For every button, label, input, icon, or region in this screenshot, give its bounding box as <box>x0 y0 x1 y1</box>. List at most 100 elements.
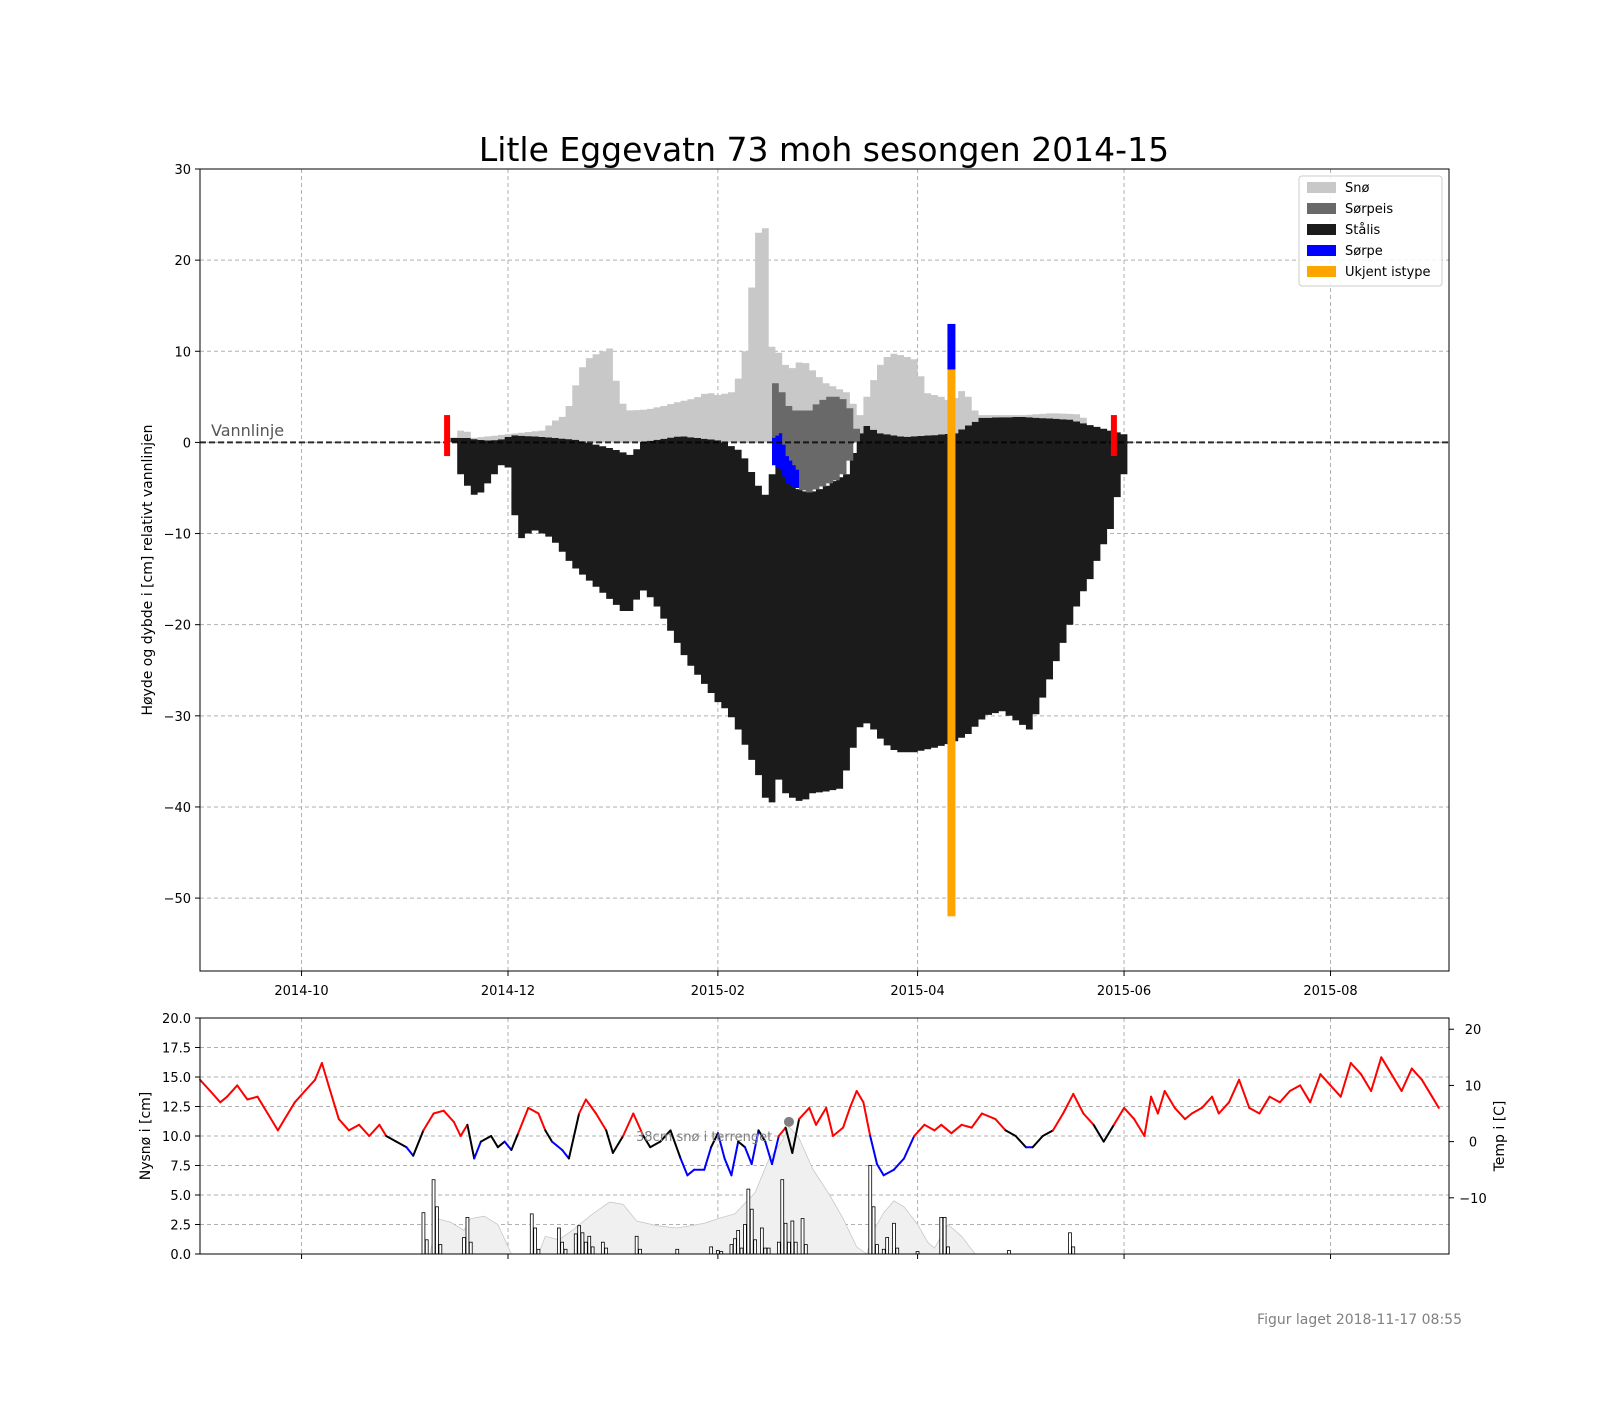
new-snow-bar <box>739 1247 744 1255</box>
temperature-segment <box>784 1126 794 1154</box>
temperature-segment <box>246 1095 259 1101</box>
temperature-segment <box>283 1101 296 1121</box>
new-snow-bar <box>729 1244 734 1255</box>
main-marks <box>200 228 1449 917</box>
new-snow-bar <box>783 1222 788 1255</box>
temperature-segment <box>1200 1095 1214 1109</box>
temperature-segment <box>764 1140 773 1166</box>
legend-swatch <box>1307 224 1336 235</box>
temperature-segment <box>368 1123 381 1137</box>
temperature-segment <box>385 1135 398 1143</box>
main-y-tick-label: −40 <box>164 801 191 816</box>
temperature-segment <box>347 1123 361 1132</box>
legend-swatch <box>1307 266 1336 277</box>
temperature-segment <box>276 1118 286 1132</box>
new-snow-bar <box>557 1227 561 1255</box>
temperature-segment <box>405 1146 415 1157</box>
main-plot: 2014-10 2014-12 2015-02 2015-04 2015-06 2015-… <box>140 130 1450 999</box>
new-snow-bar <box>736 1230 741 1255</box>
temperature-segment <box>1258 1095 1271 1115</box>
main-y-tick-label: 20 <box>174 254 191 269</box>
black-ice-area <box>450 416 1128 803</box>
temperature-segment <box>723 1157 733 1177</box>
sub-y2-tick-label: −10 <box>1459 1192 1486 1207</box>
new-snow-bar <box>885 1237 890 1255</box>
temperature-segment <box>422 1112 435 1132</box>
sub-y-tick-label: 17.5 <box>162 1042 191 1057</box>
temperature-segment <box>1190 1106 1203 1115</box>
new-snow-bar <box>560 1241 565 1255</box>
slush-column <box>947 323 956 370</box>
temperature-segment <box>1156 1090 1166 1115</box>
new-snow-bar <box>875 1244 879 1255</box>
new-snow-bar <box>529 1213 534 1255</box>
temperature-segment <box>1319 1073 1332 1087</box>
new-snow-bar <box>1068 1232 1072 1255</box>
temperature-segment <box>584 1098 597 1115</box>
unknown-ice-column <box>947 369 956 917</box>
new-snow-bar <box>577 1225 582 1255</box>
main-y-ticks: 30 20 10 0 −10 −20 −30 −40 −50 <box>164 163 200 907</box>
temperature-segment <box>1309 1073 1322 1104</box>
temperature-segment <box>903 1135 916 1160</box>
new-snow-bar <box>760 1227 764 1255</box>
new-snow-bar <box>780 1179 785 1255</box>
temperature-segment <box>1400 1067 1413 1092</box>
temperature-segment <box>1143 1095 1153 1137</box>
temperature-segment <box>777 1126 787 1137</box>
main-x-tick-label: 2015-02 <box>691 984 745 999</box>
new-snow-bar <box>533 1227 538 1255</box>
temperature-segment <box>611 1135 625 1154</box>
new-snow-bar <box>749 1208 754 1255</box>
temperature-segment <box>479 1135 493 1143</box>
sub-y-tick-label: 10.0 <box>162 1130 191 1145</box>
sub-y-tick-label: 15.0 <box>162 1071 191 1086</box>
sub-y-ticks: 20.0 17.5 15.0 12.5 10.0 7.5 5.0 2.5 0.0 <box>162 1012 200 1263</box>
temperature-segment <box>980 1112 997 1121</box>
temperature-segment <box>459 1123 469 1137</box>
new-snow-bar <box>563 1248 568 1255</box>
temperature-segment <box>730 1140 740 1177</box>
temperature-segment <box>825 1106 834 1137</box>
temperature-segment <box>412 1129 425 1157</box>
temperature-segment <box>1173 1106 1186 1121</box>
snow-temp-plot: 20.0 17.5 15.0 12.5 10.0 7.5 5.0 2.5 0.0 20 10 0 −1… <box>138 1012 1508 1263</box>
temperature-segment <box>1238 1078 1251 1109</box>
temperature-segment <box>632 1112 645 1137</box>
temperature-segment <box>869 1135 878 1166</box>
new-snow-bar <box>1007 1250 1011 1255</box>
temperature-segment <box>1370 1056 1383 1092</box>
temperature-segment <box>503 1140 513 1151</box>
temperature-segment <box>510 1132 520 1151</box>
legend-swatch <box>1307 245 1336 256</box>
temperature-segment <box>1133 1118 1146 1137</box>
temperature-segment <box>527 1106 540 1115</box>
new-snow-bar <box>462 1237 466 1255</box>
temperature-segment <box>832 1126 845 1137</box>
new-snow-bar <box>465 1217 470 1255</box>
slush-area <box>772 433 800 488</box>
new-snow-bar <box>424 1239 429 1255</box>
sub-y2-ticks: 20 10 0 −10 <box>1449 1023 1487 1207</box>
new-snow-bar <box>942 1217 947 1255</box>
temperature-segment <box>1299 1084 1312 1104</box>
temperature-segment <box>710 1132 719 1149</box>
temperature-segment <box>716 1132 726 1160</box>
sub-y2-tick-label: 20 <box>1465 1023 1482 1038</box>
terrain-snow-annotation: 38cm snø i terrenget <box>636 1130 772 1145</box>
temperature-segment <box>923 1123 936 1132</box>
temperature-segment <box>466 1123 476 1160</box>
main-y-tick-label: −30 <box>164 710 191 725</box>
temperature-segment <box>1062 1092 1075 1115</box>
temperature-segment <box>649 1140 662 1149</box>
legend-label: Stålis <box>1345 223 1381 238</box>
temperature-segment <box>744 1146 753 1166</box>
new-snow-bar <box>431 1179 436 1255</box>
new-snow-bar <box>868 1165 873 1255</box>
temperature-segment <box>337 1118 350 1132</box>
new-snow-bar <box>763 1247 768 1255</box>
main-x-tick-label: 2015-04 <box>890 984 944 999</box>
sub-y-tick-label: 7.5 <box>170 1160 191 1175</box>
temperature-segment <box>1288 1084 1302 1092</box>
